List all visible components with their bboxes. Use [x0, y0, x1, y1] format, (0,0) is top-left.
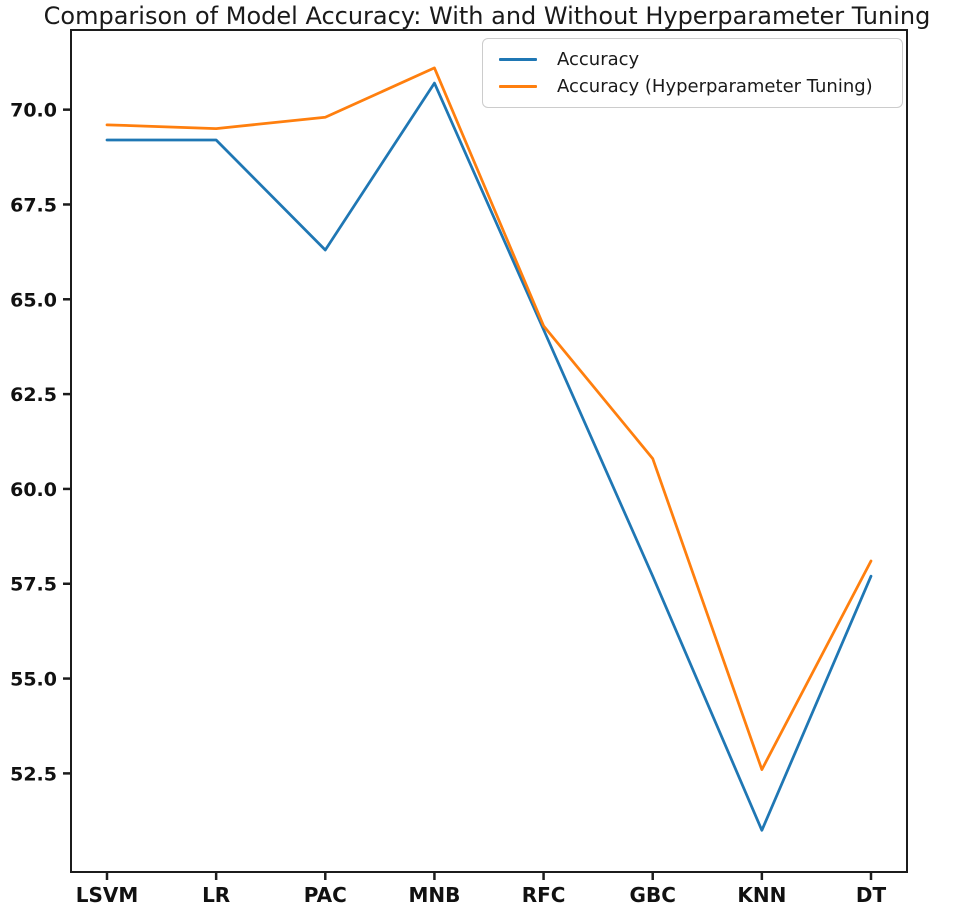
y-tick-label: 57.5 — [10, 574, 57, 596]
x-tick-label: LSVM — [76, 883, 139, 906]
legend-item: Accuracy — [493, 49, 892, 70]
y-tick-label: 60.0 — [10, 479, 57, 501]
x-tick-label: MNB — [408, 883, 460, 906]
x-tick-label: LR — [202, 883, 230, 906]
series-line-0 — [105, 81, 873, 832]
y-tick-label: 65.0 — [10, 289, 57, 311]
chart-title: Comparison of Model Accuracy: With and W… — [43, 2, 931, 30]
y-tick-label: 70.0 — [10, 100, 57, 122]
legend-label: Accuracy (Hyperparameter Tuning) — [557, 76, 873, 97]
y-tick-label: 62.5 — [10, 384, 57, 406]
x-tick-label: DT — [856, 883, 887, 906]
y-tick-label: 55.0 — [10, 669, 57, 691]
x-tick-label: KNN — [737, 883, 786, 906]
series-line-1 — [105, 66, 873, 771]
legend-label: Accuracy — [557, 49, 640, 70]
x-tick-label: GBC — [630, 883, 676, 906]
x-tick-label: PAC — [304, 883, 347, 906]
legend-line-swatch-accuracy-tuning — [499, 85, 537, 88]
legend-item: Accuracy (Hyperparameter Tuning) — [493, 76, 892, 97]
legend-line-swatch-accuracy — [499, 58, 537, 61]
y-tick-label: 67.5 — [10, 194, 57, 216]
y-tick-label: 52.5 — [10, 763, 57, 785]
plot-frame — [70, 29, 908, 873]
x-tick-label: RFC — [522, 883, 566, 906]
legend: Accuracy Accuracy (Hyperparameter Tuning… — [482, 38, 903, 108]
